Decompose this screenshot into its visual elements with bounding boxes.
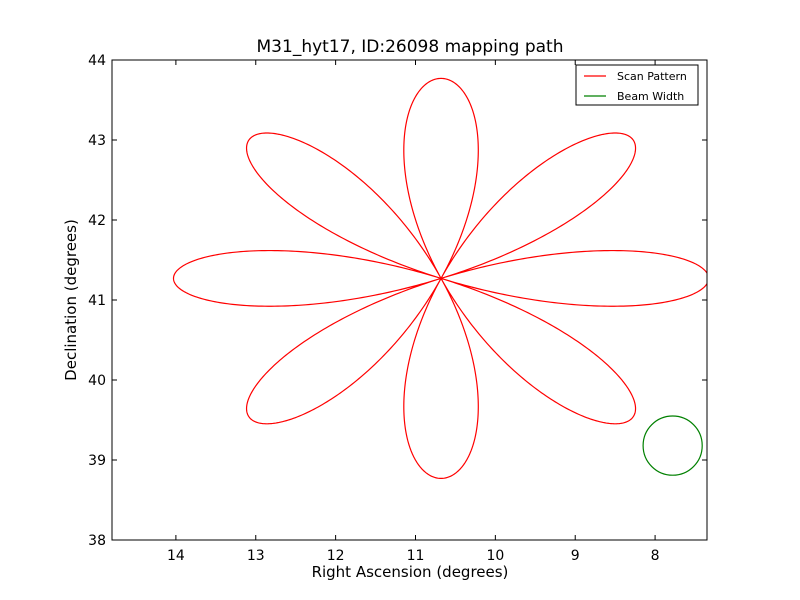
y-tick-label: 40 bbox=[88, 373, 106, 389]
x-tick-label: 9 bbox=[571, 548, 580, 564]
y-tick-label: 38 bbox=[88, 533, 106, 549]
beam-width-circle bbox=[642, 415, 703, 476]
legend-box bbox=[575, 64, 699, 106]
x-tick-label: 12 bbox=[327, 548, 345, 564]
legend-label-scan-pattern: Scan Pattern bbox=[617, 70, 687, 83]
y-axis-label: Declination (degrees) bbox=[62, 219, 80, 381]
x-axis-label: Right Ascension (degrees) bbox=[312, 563, 509, 581]
x-axis-ticks: 14 13 12 11 10 9 8 bbox=[167, 60, 660, 564]
legend: Scan Pattern Beam Width bbox=[575, 64, 699, 106]
x-tick-label: 14 bbox=[167, 548, 185, 564]
y-tick-label: 39 bbox=[88, 453, 106, 469]
x-tick-label: 10 bbox=[486, 548, 504, 564]
scan-pattern-path bbox=[172, 77, 707, 480]
y-tick-label: 42 bbox=[88, 213, 106, 229]
plot-area: 14 13 12 11 10 9 8 38 39 40 41 42 43 44 bbox=[88, 53, 708, 564]
series-layer bbox=[172, 77, 707, 480]
y-tick-label: 44 bbox=[88, 53, 106, 69]
y-tick-label: 41 bbox=[88, 293, 106, 309]
chart-title: M31_hyt17, ID:26098 mapping path bbox=[257, 37, 564, 57]
y-axis-ticks: 38 39 40 41 42 43 44 bbox=[88, 53, 707, 549]
x-tick-label: 11 bbox=[407, 548, 425, 564]
x-tick-label: 13 bbox=[247, 548, 265, 564]
legend-label-beam-width: Beam Width bbox=[617, 90, 684, 103]
y-tick-label: 43 bbox=[88, 133, 106, 149]
x-tick-label: 8 bbox=[651, 548, 660, 564]
